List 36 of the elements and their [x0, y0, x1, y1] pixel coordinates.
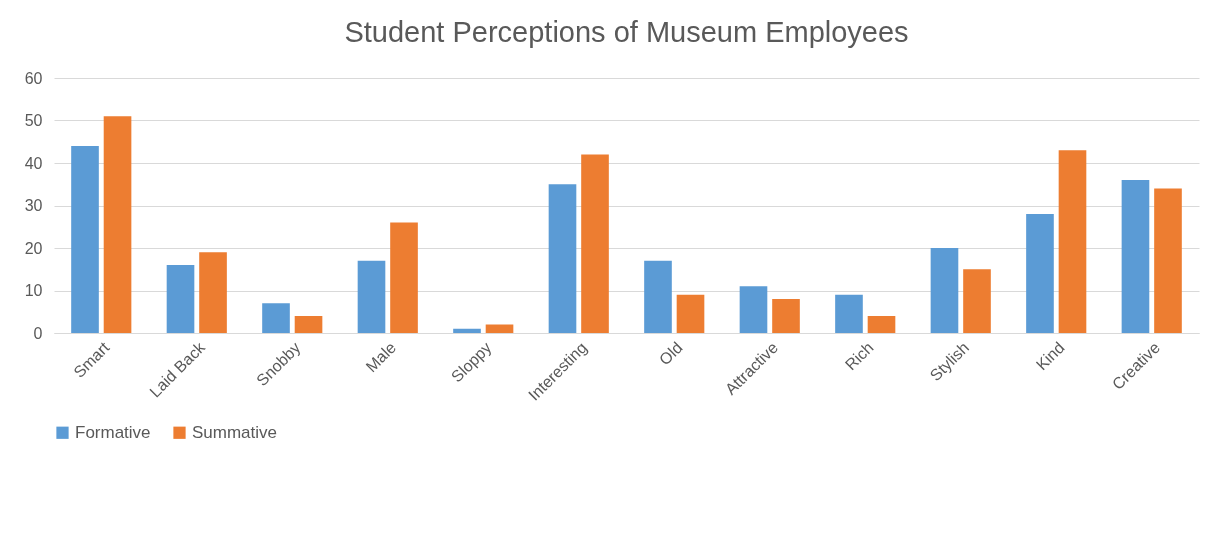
bar — [485, 324, 514, 333]
x-tick-label: Rich — [841, 338, 877, 374]
bar — [166, 265, 195, 333]
bar — [103, 116, 132, 333]
bar — [739, 286, 768, 333]
bar — [1121, 180, 1150, 333]
y-tick-label: 0 — [33, 324, 43, 342]
bar — [867, 316, 896, 333]
chart-title: Student Perceptions of Museum Employees — [344, 16, 909, 48]
x-tick-label: Old — [655, 338, 686, 369]
bar — [644, 260, 672, 333]
bar — [676, 294, 705, 333]
legend-label: Formative — [75, 422, 151, 442]
bar — [1058, 150, 1087, 333]
bar — [772, 299, 800, 333]
bar — [357, 260, 386, 333]
y-tick-label: 10 — [24, 282, 43, 299]
bar — [835, 294, 863, 333]
bar — [1154, 188, 1182, 333]
bar — [294, 316, 323, 333]
y-tick-label: 20 — [24, 239, 43, 257]
legend-label: Summative — [192, 422, 278, 442]
y-tick-label: 60 — [24, 69, 43, 87]
bar — [390, 222, 418, 333]
y-tick-label: 40 — [24, 154, 43, 172]
bar — [1026, 214, 1054, 333]
bar — [262, 303, 290, 333]
y-tick-label: 30 — [24, 197, 43, 214]
bar — [548, 184, 577, 333]
bar — [581, 154, 609, 333]
bar — [963, 269, 991, 333]
bar — [930, 248, 959, 333]
y-tick-label: 50 — [24, 112, 43, 129]
bar — [199, 252, 227, 333]
bar — [71, 146, 99, 333]
bar — [453, 328, 481, 333]
